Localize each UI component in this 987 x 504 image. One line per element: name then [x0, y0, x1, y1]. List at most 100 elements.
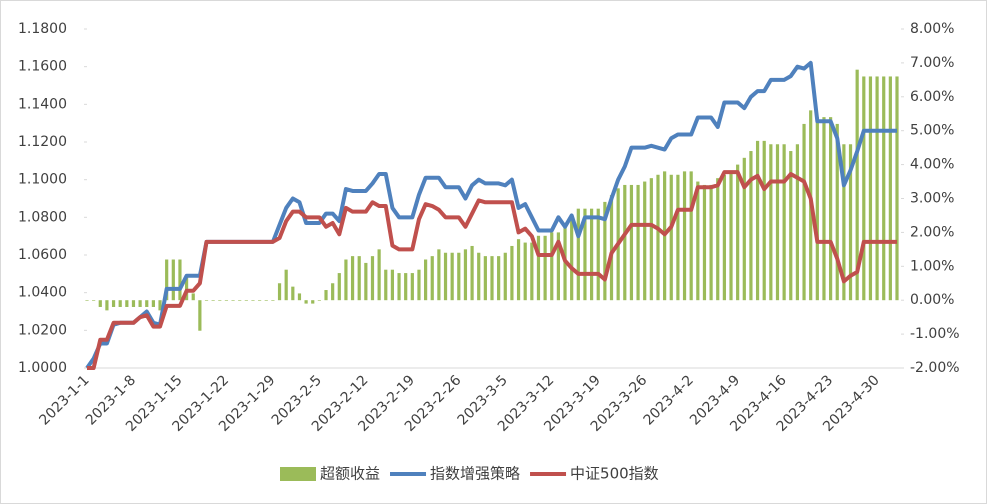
y-tick-label: 1.0800: [18, 209, 67, 225]
bar: [198, 300, 202, 331]
bar: [384, 269, 388, 301]
bar: [656, 174, 660, 301]
bar: [576, 208, 580, 301]
bar: [297, 293, 302, 301]
bar: [769, 144, 773, 301]
bar: [291, 286, 295, 301]
bar: [437, 249, 441, 301]
y2-tick-label: 5.00%: [910, 123, 954, 139]
bar: [550, 232, 554, 301]
bar: [111, 300, 116, 307]
y2-tick-label: 7.00%: [910, 55, 954, 71]
legend-label: 超额收益: [320, 465, 380, 483]
bar: [795, 144, 800, 301]
bar: [822, 117, 826, 301]
bar: [583, 208, 587, 301]
bar: [536, 235, 541, 301]
bar: [211, 300, 215, 301]
y-tick-label: 1.1400: [18, 96, 67, 112]
bar: [165, 259, 169, 301]
bar: [443, 252, 448, 301]
bar: [457, 252, 461, 301]
y2-tick-label: 8.00%: [910, 21, 954, 37]
y-tick-label: 1.1800: [18, 21, 67, 37]
y-tick-label: 1.1200: [18, 134, 67, 150]
bar: [716, 178, 720, 301]
bar: [430, 256, 434, 301]
bar: [331, 283, 335, 301]
legend-label: 中证500指数: [570, 465, 659, 483]
bar: [470, 245, 474, 301]
bar: [344, 259, 348, 301]
bar: [125, 300, 129, 307]
bar: [92, 300, 96, 301]
bar: [324, 290, 328, 301]
bar: [888, 76, 892, 301]
bar: [649, 178, 653, 301]
bar: [390, 269, 395, 301]
bar: [404, 273, 408, 301]
bar: [510, 245, 514, 301]
bar: [875, 76, 879, 301]
bar: [477, 252, 481, 301]
bar: [244, 300, 248, 301]
bar: [138, 300, 142, 307]
bar: [304, 300, 308, 304]
bar: [424, 259, 428, 301]
bar: [848, 144, 853, 301]
bar: [682, 171, 687, 301]
bar: [862, 76, 866, 301]
y2-tick-label: -2.00%: [910, 360, 960, 376]
y2-tick-label: 2.00%: [910, 224, 954, 240]
bar: [589, 208, 594, 301]
bar: [742, 157, 746, 301]
bar: [118, 300, 122, 307]
bar: [895, 76, 899, 301]
y-tick-label: 1.0200: [18, 322, 67, 338]
bar: [490, 256, 494, 301]
bar: [729, 171, 733, 301]
y2-tick-label: 3.00%: [910, 191, 954, 207]
bar: [570, 218, 574, 301]
bar: [815, 117, 819, 301]
legend-swatch: [280, 467, 316, 481]
bar: [231, 300, 235, 301]
bar: [755, 140, 760, 301]
bar: [171, 259, 175, 301]
bar: [709, 184, 713, 301]
bar: [530, 242, 534, 301]
bar: [868, 76, 873, 301]
bar: [158, 300, 162, 311]
bar: [350, 256, 355, 301]
bar: [377, 249, 381, 301]
bar: [357, 256, 361, 301]
y2-tick-label: 0.00%: [910, 292, 954, 308]
bar: [238, 300, 242, 301]
bar: [782, 144, 786, 301]
bar: [609, 195, 614, 301]
bar: [184, 276, 189, 301]
y2-tick-label: 6.00%: [910, 89, 954, 105]
bar: [623, 184, 627, 301]
bar: [676, 174, 680, 301]
bar: [669, 174, 673, 301]
bar: [497, 256, 501, 301]
legend-label: 指数增强策略: [430, 465, 520, 483]
bar: [722, 174, 726, 301]
bar: [204, 300, 209, 301]
y-tick-label: 1.1000: [18, 172, 67, 188]
bar: [603, 201, 607, 301]
bar: [98, 300, 102, 307]
bar: [749, 151, 753, 301]
bar: [643, 181, 647, 301]
y2-tick-label: -1.00%: [910, 326, 960, 342]
bar: [789, 151, 793, 301]
bar: [463, 249, 468, 301]
bar: [178, 259, 182, 301]
bar: [271, 300, 275, 301]
bar: [543, 235, 547, 301]
bar: [450, 252, 454, 301]
bar: [636, 184, 640, 301]
bar: [503, 252, 507, 301]
